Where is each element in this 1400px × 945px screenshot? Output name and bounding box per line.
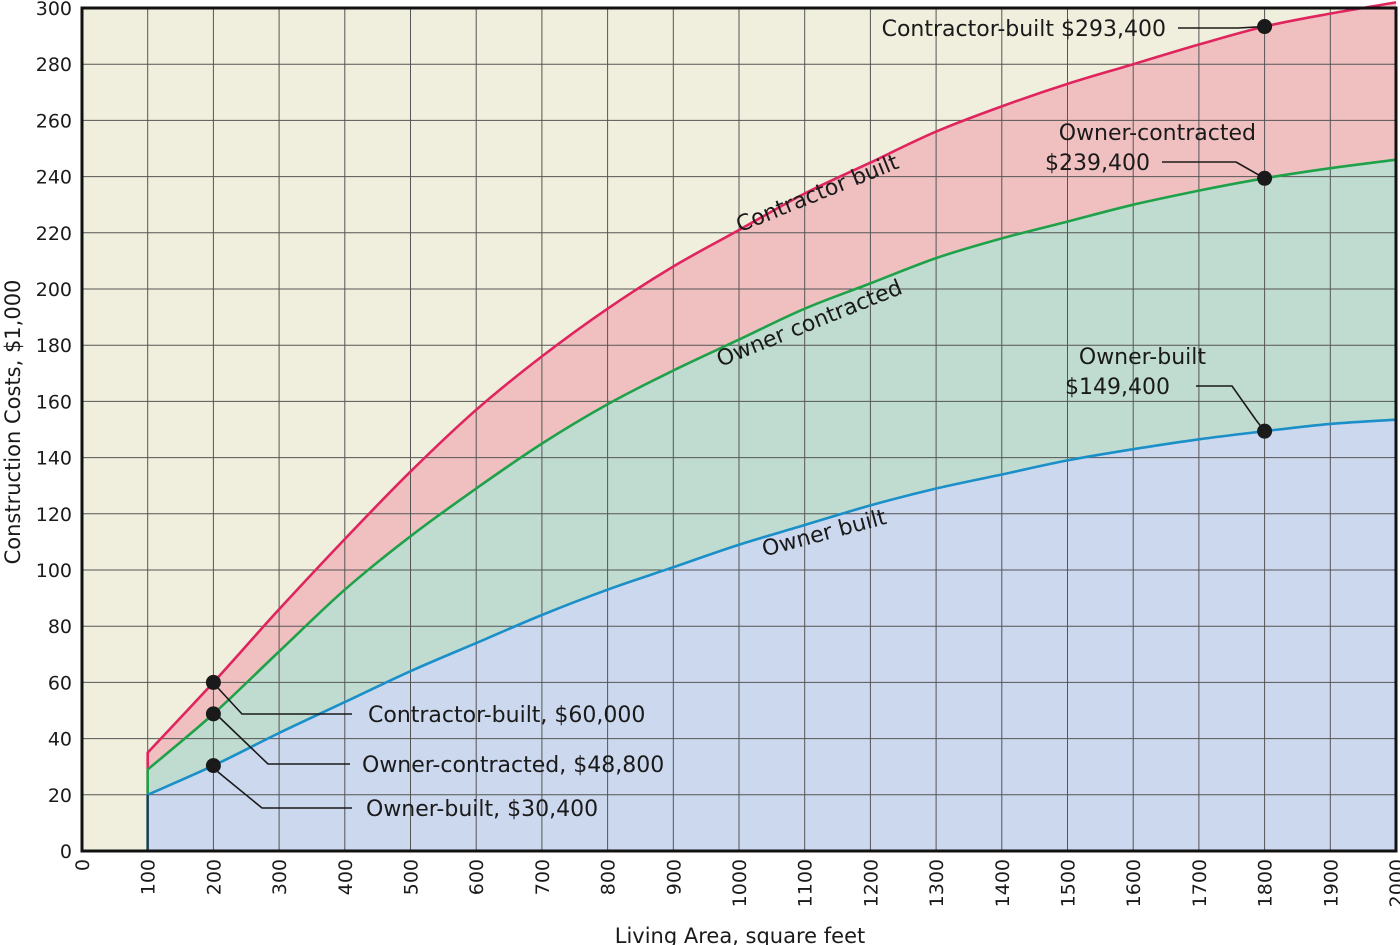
x-tick-label-300: 300 — [269, 859, 291, 895]
annotations: Contractor-built $293,400 Owner-contracte… — [205, 17, 1273, 822]
plot-frame — [80, 6, 1398, 853]
annotation-label-5: Owner-built, $30,400 — [366, 797, 598, 822]
y-tick-label-220: 220 — [36, 223, 72, 245]
annotation-label-2: Owner-built — [1079, 345, 1206, 370]
annotation-leader-5 — [217, 771, 352, 809]
y-tick-label-260: 260 — [36, 110, 72, 132]
annotation-point-2 — [1257, 423, 1273, 439]
annotation-label-3: Contractor-built, $60,000 — [368, 703, 645, 728]
x-tick-label-1800: 1800 — [1255, 859, 1277, 907]
y-tick-label-80: 80 — [48, 616, 72, 638]
x-tick-label-1000: 1000 — [729, 859, 751, 907]
x-tick-label-1700: 1700 — [1189, 859, 1211, 907]
x-tick-label-100: 100 — [138, 859, 160, 895]
x-tick-label-500: 500 — [401, 859, 423, 895]
x-tick-label-2000: 2000 — [1386, 859, 1400, 907]
annotation-point-5 — [205, 758, 221, 774]
annotation-label-1: Owner-contracted — [1059, 121, 1256, 146]
series-lines — [146, 1, 1397, 851]
tick-labels: 0 20 40 60 80 100 120 140 160 180 200 220 240 260 280 3… — [36, 0, 1400, 907]
y-tick-label-60: 60 — [48, 672, 72, 694]
y-tick-label-20: 20 — [48, 785, 72, 807]
annotation-point-0 — [1257, 19, 1273, 35]
y-tick-label-120: 120 — [36, 504, 72, 526]
line-owner-contracted — [146, 158, 1397, 851]
annotation-point-4 — [205, 706, 221, 722]
x-tick-label-200: 200 — [203, 859, 225, 895]
annotation-leader-4 — [217, 715, 350, 765]
x-tick-label-800: 800 — [598, 859, 620, 895]
x-tick-label-900: 900 — [663, 859, 685, 895]
y-tick-label-200: 200 — [36, 279, 72, 301]
y-tick-label-160: 160 — [36, 391, 72, 413]
y-tick-label-280: 280 — [36, 54, 72, 76]
y-tick-label-100: 100 — [36, 560, 72, 582]
plot-border — [80, 6, 1398, 853]
x-tick-label-1300: 1300 — [926, 859, 948, 907]
y-tick-label-180: 180 — [36, 335, 72, 357]
annotation-label-0: Contractor-built $293,400 — [882, 17, 1166, 42]
annotation-point-1 — [1257, 170, 1273, 186]
line-owner-built — [146, 418, 1397, 851]
x-tick-label-700: 700 — [532, 859, 554, 895]
x-tick-label-1200: 1200 — [860, 859, 882, 907]
annotation-value-2: $149,400 — [1065, 375, 1170, 400]
annotation-point-3 — [205, 674, 221, 690]
x-tick-label-1600: 1600 — [1123, 859, 1145, 907]
x-tick-label-1900: 1900 — [1320, 859, 1342, 907]
x-tick-label-1400: 1400 — [992, 859, 1014, 907]
x-tick-label-600: 600 — [466, 859, 488, 895]
x-axis-title: Living Area, square feet — [615, 924, 865, 945]
x-tick-label-1500: 1500 — [1058, 859, 1080, 907]
y-tick-label-140: 140 — [36, 448, 72, 470]
y-tick-label-240: 240 — [36, 167, 72, 189]
line-contractor-built — [146, 1, 1397, 851]
x-tick-label-1100: 1100 — [795, 859, 817, 907]
area-owner-built — [147, 419, 1397, 851]
x-tick-label-0: 0 — [72, 859, 94, 871]
y-axis-title: Construction Costs, $1,000 — [1, 280, 25, 565]
annotation-label-4: Owner-contracted, $48,800 — [362, 753, 664, 778]
x-tick-label-400: 400 — [335, 859, 357, 895]
annotation-leader-3 — [217, 687, 352, 715]
y-tick-label-0: 0 — [60, 841, 72, 863]
series-areas — [147, 2, 1397, 851]
y-tick-label-40: 40 — [48, 729, 72, 751]
y-tick-label-300: 300 — [36, 0, 72, 20]
annotation-leader-2 — [1196, 385, 1257, 421]
annotation-value-1: $239,400 — [1045, 151, 1150, 176]
